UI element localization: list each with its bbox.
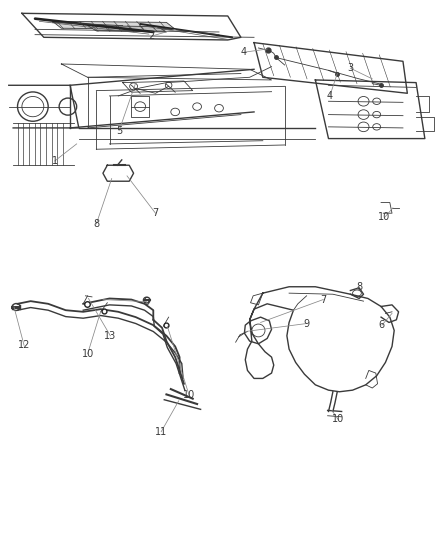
Text: 12: 12 — [18, 341, 30, 350]
Text: 10: 10 — [332, 415, 344, 424]
Text: 9: 9 — [304, 319, 310, 328]
Text: 11: 11 — [155, 427, 167, 437]
Text: 4: 4 — [241, 47, 247, 57]
Text: 1: 1 — [52, 156, 58, 166]
Text: 7: 7 — [320, 295, 326, 304]
Text: 2: 2 — [148, 31, 154, 41]
Polygon shape — [88, 26, 166, 32]
Text: 4: 4 — [327, 91, 333, 101]
Text: 3: 3 — [347, 63, 353, 73]
Text: 5: 5 — [116, 126, 122, 135]
Text: 5: 5 — [144, 297, 150, 306]
Text: 8: 8 — [356, 282, 362, 292]
Text: 13: 13 — [104, 331, 117, 341]
Text: 10: 10 — [183, 391, 195, 400]
Polygon shape — [53, 21, 175, 29]
Text: 8: 8 — [93, 219, 99, 229]
Text: 6: 6 — [379, 320, 385, 330]
Text: 10: 10 — [378, 213, 391, 222]
Text: 10: 10 — [81, 349, 94, 359]
Text: 7: 7 — [152, 208, 159, 218]
